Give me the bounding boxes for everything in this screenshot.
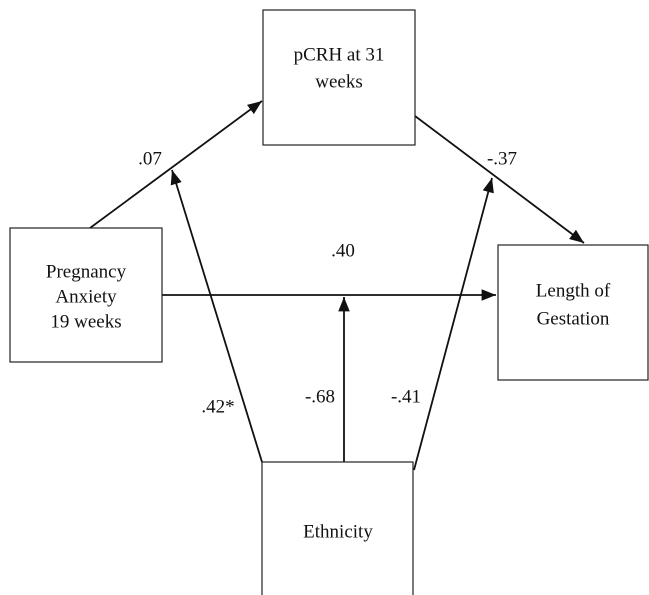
node-box (262, 9, 416, 146)
arrow (170, 169, 263, 463)
arrow (413, 177, 494, 471)
edge-label: .40 (331, 240, 355, 261)
arrow (414, 115, 585, 244)
node-label: Anxiety (55, 286, 117, 307)
node-label: Length of (536, 280, 611, 301)
node-label: Ethnicity (303, 521, 373, 542)
edge-label: -.37 (487, 148, 517, 169)
node-box (261, 461, 414, 595)
edge-label: .07 (138, 148, 162, 169)
edge-label: -.68 (305, 386, 335, 407)
node-label: pCRH at 31 (294, 44, 385, 65)
node-label: weeks (315, 71, 362, 92)
arrow (89, 100, 263, 229)
node-box (497, 244, 649, 381)
node-label: 19 weeks (50, 311, 121, 332)
node-label: Gestation (537, 308, 610, 329)
node-label: Pregnancy (46, 261, 127, 282)
node-box (9, 227, 163, 363)
edge-label: -.41 (391, 386, 421, 407)
edge-label: .42* (201, 396, 234, 417)
